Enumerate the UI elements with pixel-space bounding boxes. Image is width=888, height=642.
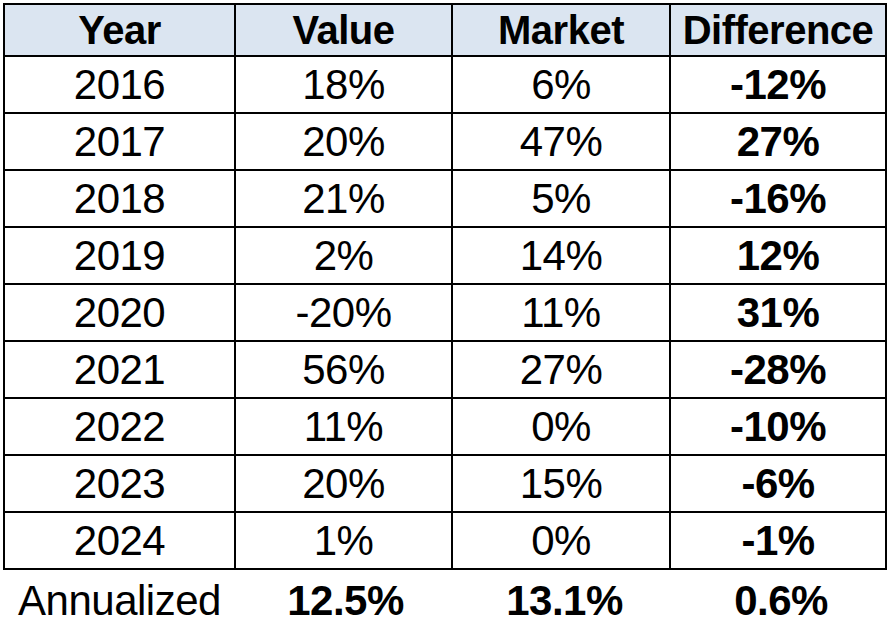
cell-value: 56% xyxy=(235,341,452,398)
cell-market: 27% xyxy=(452,341,670,398)
cell-difference: -16% xyxy=(670,170,886,227)
cell-value: 21% xyxy=(235,170,452,227)
cell-year: 2017 xyxy=(4,113,235,170)
cell-market: 14% xyxy=(452,227,670,284)
table-row: 2018 21% 5% -16% xyxy=(4,170,886,227)
header-row: Year Value Market Difference xyxy=(4,4,886,56)
cell-difference: 27% xyxy=(670,113,886,170)
cell-value: 11% xyxy=(235,398,452,455)
col-header-year: Year xyxy=(4,4,235,56)
annualized-difference: 0.6% xyxy=(674,577,888,625)
cell-year: 2024 xyxy=(4,512,235,569)
cell-value: -20% xyxy=(235,284,452,341)
cell-year: 2023 xyxy=(4,455,235,512)
cell-difference: -28% xyxy=(670,341,886,398)
cell-year: 2019 xyxy=(4,227,235,284)
cell-market: 47% xyxy=(452,113,670,170)
cell-year: 2021 xyxy=(4,341,235,398)
cell-difference: 12% xyxy=(670,227,886,284)
cell-market: 5% xyxy=(452,170,670,227)
cell-difference: -12% xyxy=(670,56,886,113)
cell-difference: -6% xyxy=(670,455,886,512)
col-header-difference: Difference xyxy=(670,4,886,56)
cell-difference: -10% xyxy=(670,398,886,455)
cell-market: 0% xyxy=(452,398,670,455)
annualized-market: 13.1% xyxy=(455,577,674,625)
cell-market: 6% xyxy=(452,56,670,113)
table-row: 2023 20% 15% -6% xyxy=(4,455,886,512)
table-row: 2020 -20% 11% 31% xyxy=(4,284,886,341)
cell-year: 2016 xyxy=(4,56,235,113)
table-row: 2017 20% 47% 27% xyxy=(4,113,886,170)
cell-value: 20% xyxy=(235,113,452,170)
cell-value: 2% xyxy=(235,227,452,284)
cell-year: 2020 xyxy=(4,284,235,341)
performance-table-sheet: Year Value Market Difference 2016 18% 6%… xyxy=(0,0,888,642)
table-row: 2021 56% 27% -28% xyxy=(4,341,886,398)
cell-difference: -1% xyxy=(670,512,886,569)
col-header-value: Value xyxy=(235,4,452,56)
cell-year: 2018 xyxy=(4,170,235,227)
table-row: 2022 11% 0% -10% xyxy=(4,398,886,455)
cell-difference: 31% xyxy=(670,284,886,341)
cell-value: 18% xyxy=(235,56,452,113)
col-header-market: Market xyxy=(452,4,670,56)
cell-market: 11% xyxy=(452,284,670,341)
cell-value: 1% xyxy=(235,512,452,569)
table-row: 2016 18% 6% -12% xyxy=(4,56,886,113)
table-row: 2024 1% 0% -1% xyxy=(4,512,886,569)
cell-value: 20% xyxy=(235,455,452,512)
annualized-label: Annualized xyxy=(3,577,236,625)
table-row: 2019 2% 14% 12% xyxy=(4,227,886,284)
annualized-value: 12.5% xyxy=(236,577,455,625)
cell-market: 0% xyxy=(452,512,670,569)
cell-market: 15% xyxy=(452,455,670,512)
cell-year: 2022 xyxy=(4,398,235,455)
annualized-row: Annualized 12.5% 13.1% 0.6% xyxy=(3,570,888,632)
data-grid: Year Value Market Difference 2016 18% 6%… xyxy=(3,3,887,570)
